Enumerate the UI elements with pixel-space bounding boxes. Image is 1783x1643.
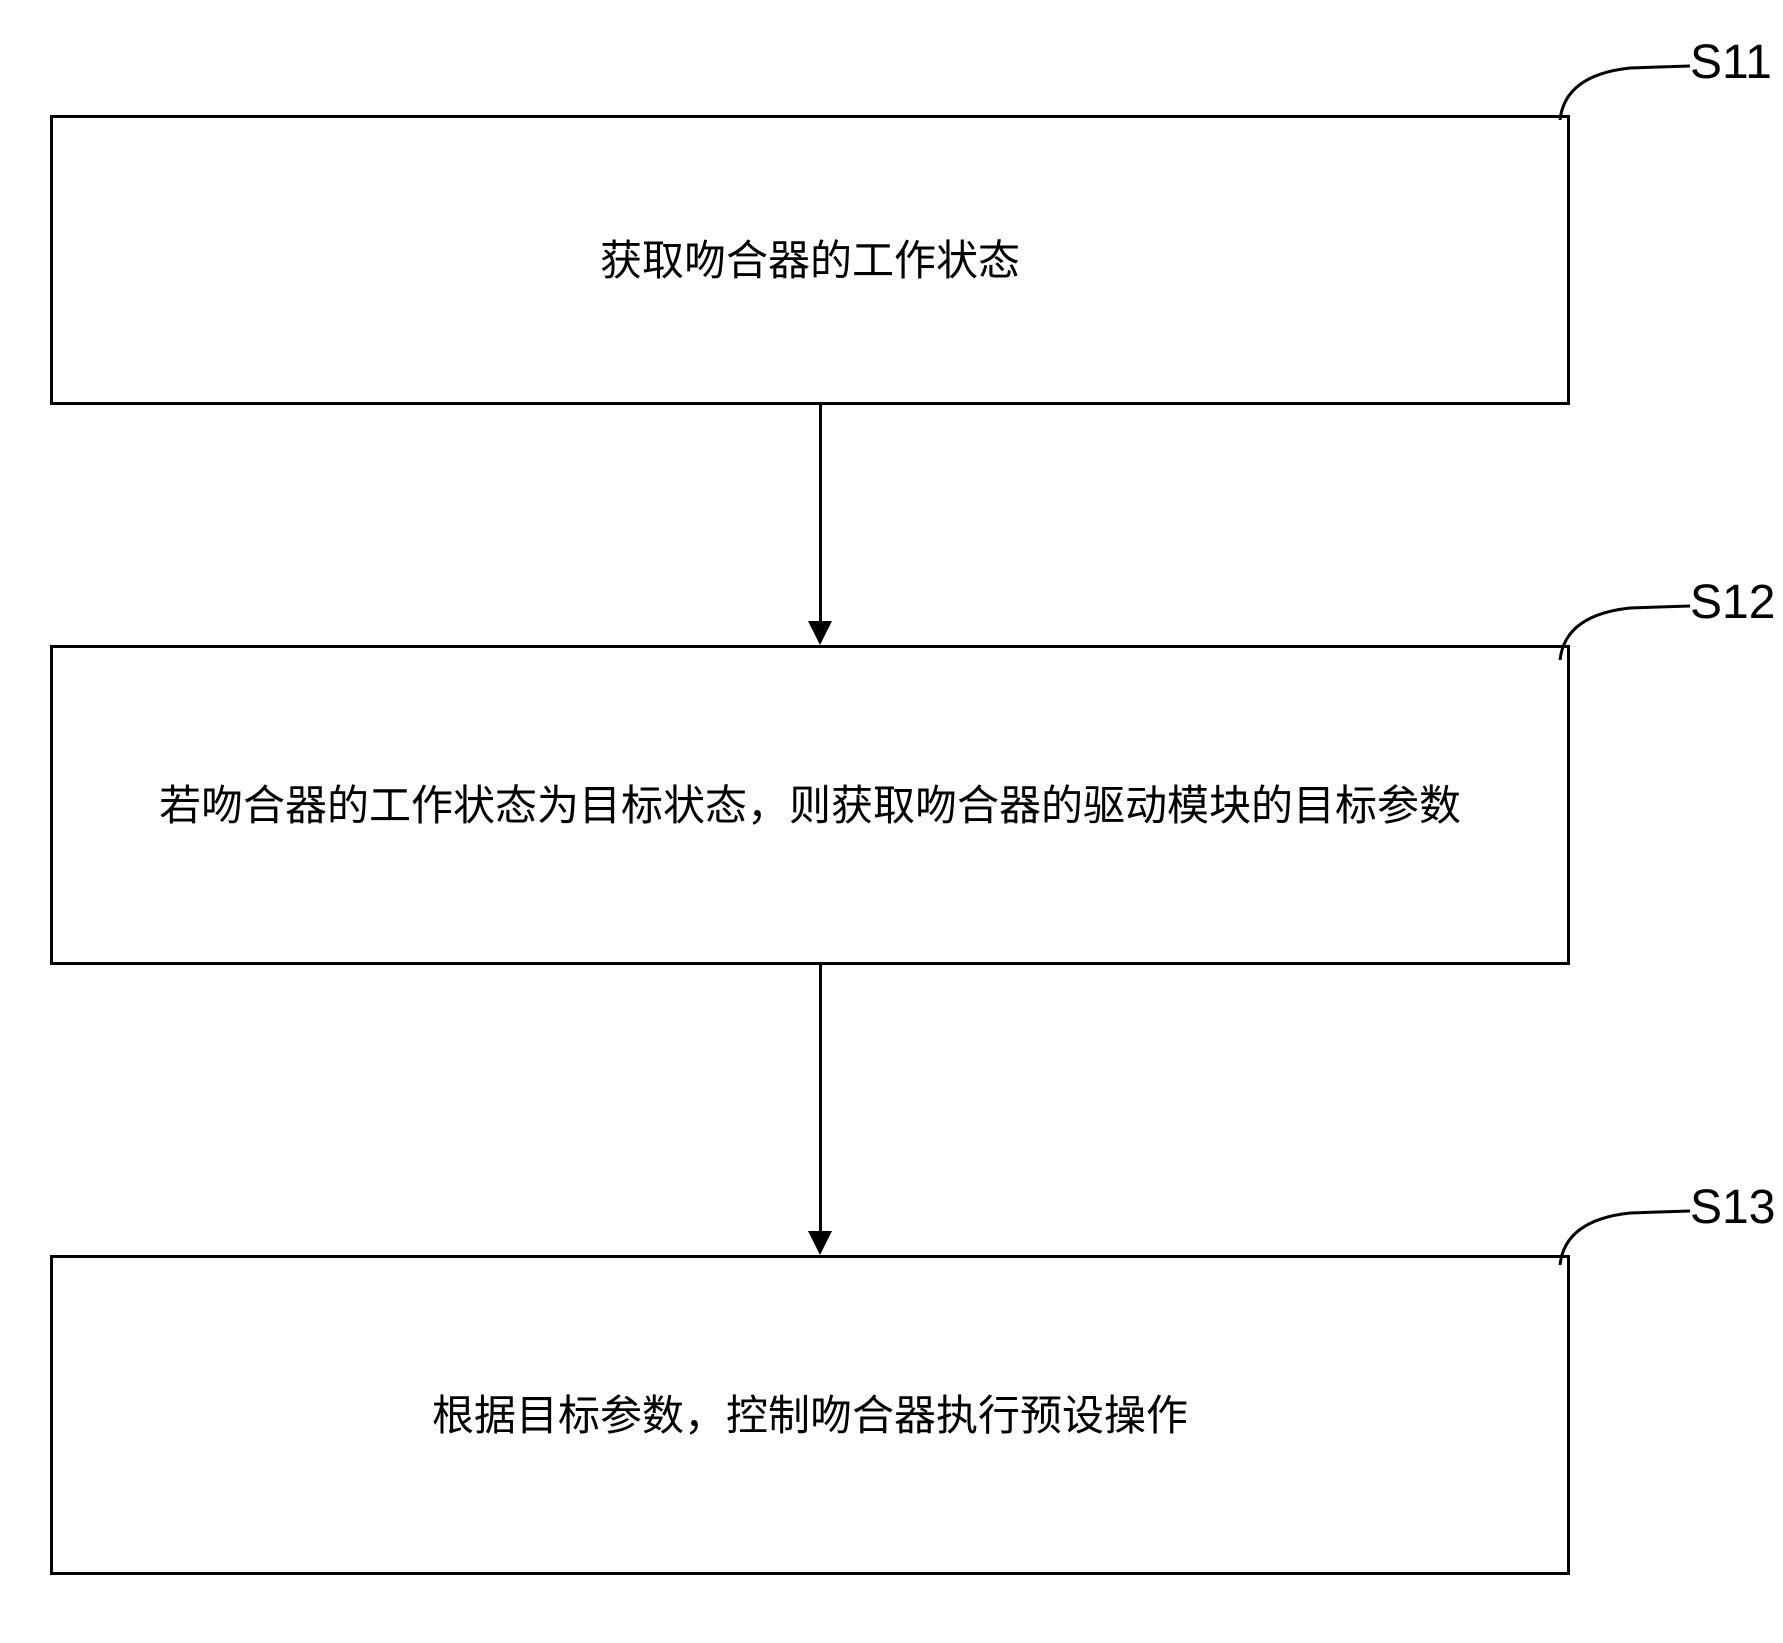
step-label-s13: S13 <box>1690 1180 1775 1235</box>
callout-s12 <box>1540 600 1700 685</box>
step-box-s13: 根据目标参数，控制吻合器执行预设操作 <box>50 1255 1570 1575</box>
step-text-s13: 根据目标参数，控制吻合器执行预设操作 <box>432 1384 1188 1447</box>
step-box-s12: 若吻合器的工作状态为目标状态，则获取吻合器的驱动模块的目标参数 <box>50 645 1570 965</box>
step-text-s11: 获取吻合器的工作状态 <box>600 229 1020 292</box>
step-box-s11: 获取吻合器的工作状态 <box>50 115 1570 405</box>
arrow-s11-s12 <box>808 405 832 645</box>
step-label-s12: S12 <box>1690 575 1775 630</box>
step-label-s11: S11 <box>1690 35 1772 90</box>
callout-s11 <box>1540 60 1700 145</box>
arrow-s12-s13 <box>808 965 832 1255</box>
step-text-s12: 若吻合器的工作状态为目标状态，则获取吻合器的驱动模块的目标参数 <box>159 774 1461 837</box>
callout-s13 <box>1540 1205 1700 1290</box>
